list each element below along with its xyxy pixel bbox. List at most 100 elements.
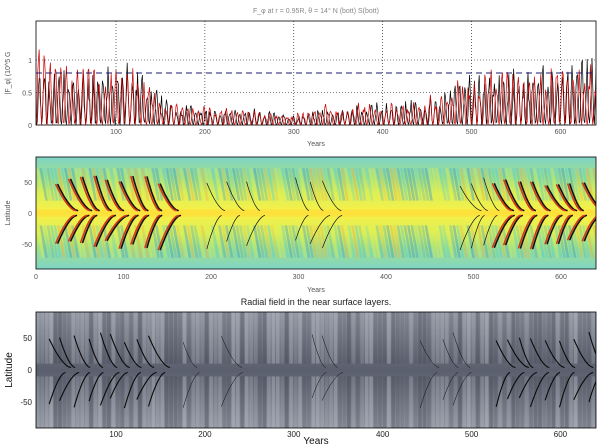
- field-stripe: [53, 312, 58, 364]
- field-stripe: [547, 312, 551, 364]
- wing-contour-accent: [93, 214, 114, 247]
- field-stripe: [207, 168, 216, 201]
- field-stripe: [564, 225, 573, 258]
- field-stripe: [46, 225, 55, 258]
- field-stripe: [274, 168, 283, 201]
- field-stripe: [214, 168, 223, 201]
- wing-contour-accent: [104, 179, 123, 212]
- field-stripe: [123, 168, 132, 201]
- panel-3-xtick-label: 600: [554, 430, 568, 439]
- field-stripe: [169, 376, 173, 428]
- field-stripe: [484, 312, 489, 364]
- field-stripe: [403, 225, 412, 258]
- field-stripe: [347, 225, 356, 258]
- field-stripe: [93, 376, 98, 428]
- field-stripe: [305, 168, 314, 201]
- field-stripe: [80, 376, 84, 428]
- field-stripe: [200, 225, 209, 258]
- field-stripe: [281, 168, 290, 201]
- field-stripe: [293, 312, 298, 364]
- wing-contour: [569, 183, 584, 212]
- wing-contour-accent: [517, 214, 536, 249]
- panel-1-ytick-label: 1: [28, 58, 32, 65]
- field-stripe: [225, 225, 234, 258]
- field-stripe: [445, 168, 454, 201]
- wing-contour: [123, 372, 141, 409]
- field-stripe: [309, 168, 318, 201]
- field-stripe: [277, 168, 286, 201]
- field-stripe: [382, 312, 387, 364]
- wing-contour: [226, 181, 245, 211]
- field-stripe: [547, 376, 551, 428]
- field-stripe: [276, 312, 280, 364]
- field-stripe: [330, 168, 339, 201]
- field-stripe: [571, 168, 580, 201]
- field-stripe: [165, 168, 174, 201]
- wing-contour: [221, 335, 243, 368]
- field-stripe: [253, 312, 258, 364]
- wing-contour: [442, 339, 459, 368]
- field-stripe: [162, 168, 171, 201]
- field-stripe: [533, 312, 538, 364]
- field-stripe: [200, 168, 209, 201]
- wing-contour: [132, 175, 149, 212]
- wing-contour: [148, 372, 166, 407]
- wing-contour: [57, 214, 78, 244]
- field-stripe: [463, 168, 472, 201]
- field-stripe: [417, 225, 426, 258]
- field-stripe: [442, 225, 451, 258]
- panel-2-xtick-label: 300: [293, 274, 305, 281]
- field-stripe: [379, 225, 388, 258]
- wing-contour: [483, 215, 498, 246]
- field-stripe: [378, 312, 382, 364]
- field-stripe: [62, 376, 67, 428]
- field-stripe: [511, 376, 516, 428]
- panel-3-axes-frame: [35, 311, 597, 429]
- field-stripe: [571, 225, 580, 258]
- field-stripe: [358, 168, 367, 201]
- field-stripe: [289, 312, 293, 364]
- panel-3-title: Radial field in the near surface layers.: [241, 297, 392, 307]
- wing-contour: [246, 215, 266, 246]
- field-stripe: [57, 225, 66, 258]
- field-stripe: [421, 168, 430, 201]
- field-stripe: [169, 168, 178, 201]
- field-stripe: [480, 312, 484, 364]
- wing-contour: [557, 214, 573, 245]
- field-stripe: [312, 168, 321, 201]
- panel-2-xtick-label: 400: [380, 274, 392, 281]
- panel-1-series: [36, 49, 596, 125]
- field-stripe: [319, 225, 328, 258]
- field-stripe: [484, 225, 493, 258]
- field-stripe: [592, 225, 596, 245]
- field-stripe: [288, 168, 297, 201]
- wing-contour-accent: [567, 183, 582, 212]
- field-stripe: [458, 376, 462, 428]
- field-stripe: [449, 168, 458, 201]
- field-stripe: [186, 225, 195, 258]
- field-stripe: [382, 168, 391, 201]
- field-stripe: [431, 312, 436, 364]
- wing-contour: [95, 175, 112, 212]
- field-stripe: [107, 376, 111, 428]
- wing-contour-accent: [157, 214, 180, 251]
- field-stripe: [182, 312, 187, 364]
- field-stripe: [438, 168, 447, 201]
- field-stripe: [169, 225, 178, 258]
- field-stripe: [276, 376, 280, 428]
- wing-contour: [459, 215, 480, 251]
- wing-contour-accent: [68, 178, 91, 212]
- field-stripe: [138, 312, 142, 364]
- field-stripe: [43, 168, 52, 201]
- field-stripe: [520, 376, 524, 428]
- field-stripe: [50, 225, 59, 258]
- wing-contour: [420, 340, 440, 368]
- field-stripe: [129, 376, 133, 428]
- field-stripe: [222, 312, 227, 364]
- wing-contour: [532, 181, 551, 212]
- field-stripe: [424, 168, 433, 201]
- wing-contour: [459, 185, 482, 211]
- wing-contour: [81, 214, 98, 244]
- field-stripe: [452, 225, 461, 258]
- field-stripe: [71, 376, 76, 428]
